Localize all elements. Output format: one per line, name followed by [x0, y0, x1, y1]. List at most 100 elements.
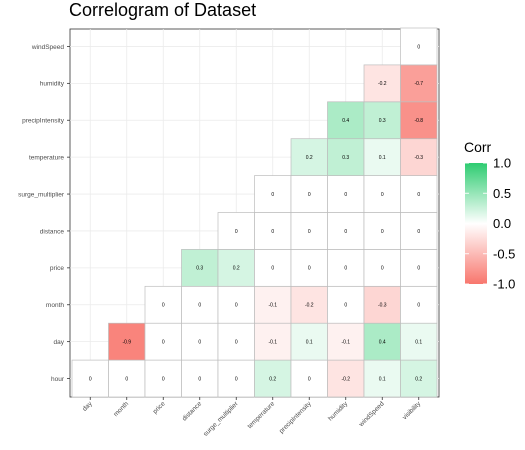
cell-value-label: 0: [308, 192, 311, 198]
heatmap-cell: [327, 212, 365, 250]
cell-value-label: 0: [235, 339, 238, 345]
cell-value-label: 0.4: [342, 118, 349, 124]
heatmap-cell: [363, 212, 401, 250]
cell-value-label: 0: [308, 229, 311, 235]
cell-value-label: 0.3: [342, 155, 349, 161]
y-tick-label: day: [54, 339, 65, 346]
cell-value-label: -0.7: [414, 81, 423, 87]
heatmap-cell: [400, 101, 438, 140]
y-tick-label: hour: [51, 376, 65, 383]
cell-value-label: 0: [235, 303, 238, 309]
heatmap-cell: [254, 249, 292, 287]
cell-value-label: 0.3: [196, 266, 203, 272]
cell-value-label: 0: [417, 44, 420, 50]
chart-title: Correlogram of Dataset: [69, 0, 257, 20]
heatmap-cell: [71, 359, 109, 398]
y-tick-label: month: [46, 302, 64, 309]
y-tick-label: temperature: [29, 154, 64, 161]
heatmap-cell: [254, 212, 292, 250]
cell-value-label: 0: [235, 376, 238, 382]
heatmap-cell: [400, 175, 438, 213]
heatmap-cell: [254, 359, 292, 398]
y-tick-label: surge_multiplier: [18, 191, 65, 198]
heatmap-cell: [290, 138, 328, 176]
cell-value-label: 0: [344, 266, 347, 272]
legend-title: Corr: [464, 139, 492, 155]
cell-value-label: -0.1: [341, 339, 350, 345]
cell-value-label: 0: [162, 339, 165, 345]
x-tick-label: windSpeed: [357, 400, 386, 429]
heatmap-cell: [363, 359, 401, 398]
cell-value-label: 0.2: [269, 376, 276, 382]
heatmap-cell: [290, 175, 328, 213]
x-tick-label: day: [81, 400, 94, 413]
cell-value-label: 0: [344, 303, 347, 309]
heatmap-cell: [254, 322, 292, 361]
y-tick-label: precipIntensity: [22, 118, 65, 125]
cell-value-label: -0.2: [378, 81, 387, 87]
legend-tick-label: -0.5: [493, 246, 515, 261]
heatmap-cell: [327, 322, 365, 361]
cell-value-label: -0.3: [378, 303, 387, 309]
cell-value-label: 0: [417, 266, 420, 272]
cell-value-label: 0: [235, 229, 238, 235]
heatmap-cell: [363, 249, 401, 287]
y-tick-label: humidity: [40, 81, 65, 88]
heatmap-cell: [400, 27, 438, 66]
y-tick-label: price: [50, 265, 64, 272]
cell-value-label: -0.3: [414, 155, 423, 161]
x-tick-label: month: [112, 400, 130, 418]
cell-value-label: 0: [198, 339, 201, 345]
x-tick-label: temperature: [246, 400, 276, 430]
heatmap-cell: [363, 64, 401, 103]
heatmap-cell: [254, 175, 292, 213]
cell-value-label: -0.2: [305, 303, 314, 309]
heatmap-cell: [108, 322, 146, 361]
heatmap-cell: [290, 249, 328, 287]
x-tick-label: price: [152, 400, 167, 415]
heatmap-cell: [363, 175, 401, 213]
heatmap-cell: [400, 285, 438, 324]
cell-value-label: -0.2: [341, 376, 350, 382]
cell-value-label: 0.4: [379, 339, 386, 345]
x-axis-ticks: day month price distance surge_multiplier tem…: [81, 397, 423, 438]
heatmap-cell: [144, 322, 182, 361]
cell-value-label: -0.9: [122, 339, 131, 345]
cell-value-label: 0: [417, 229, 420, 235]
cell-value-label: 0: [162, 303, 165, 309]
heatmap-cell: [400, 359, 438, 398]
cell-value-label: 0: [344, 192, 347, 198]
legend-tick-label: 0.5: [493, 186, 511, 201]
heatmap-cell: [181, 249, 219, 287]
x-tick-label: visibility: [401, 400, 422, 421]
legend-colorbar: [465, 163, 487, 284]
cell-value-label: 0: [198, 376, 201, 382]
heatmap-cell: [400, 322, 438, 361]
cell-value-label: 0: [271, 266, 274, 272]
heatmap-cell: [290, 359, 328, 398]
heatmap-cell: [181, 285, 219, 324]
heatmap-cell: [217, 249, 255, 287]
cell-value-label: 0.2: [233, 266, 240, 272]
cell-value-label: 0: [271, 192, 274, 198]
cell-value-label: 0: [417, 303, 420, 309]
cell-value-label: 0: [308, 266, 311, 272]
heatmap-cells: 0 0 0 0 0 0.2 0 -0.2 0.1 0.2 -0.9 0 0 0 -0.1 0.1 -0.1 0.4…: [71, 27, 438, 398]
cell-value-label: 0: [417, 192, 420, 198]
heatmap-cell: [400, 138, 438, 176]
cell-value-label: -0.8: [414, 118, 423, 124]
heatmap-cell: [400, 249, 438, 287]
cell-value-label: 0: [344, 229, 347, 235]
heatmap-cell: [327, 249, 365, 287]
cell-value-label: 0: [271, 229, 274, 235]
heatmap-cell: [144, 285, 182, 324]
cell-value-label: 0.2: [306, 155, 313, 161]
y-tick-label: distance: [40, 228, 65, 235]
legend-tick-label: -1.0: [493, 277, 515, 292]
cell-value-label: 0.2: [415, 376, 422, 382]
cell-value-label: -0.1: [268, 303, 277, 309]
cell-value-label: 0.1: [415, 339, 422, 345]
cell-value-label: 0: [125, 376, 128, 382]
cell-value-label: 0.1: [306, 339, 313, 345]
